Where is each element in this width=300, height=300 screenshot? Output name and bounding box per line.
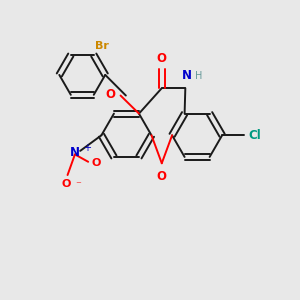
Text: Br: Br [95,40,109,51]
Text: N: N [70,146,80,159]
Text: O: O [157,170,167,183]
Text: +: + [83,143,91,153]
Text: O: O [105,88,115,100]
Text: O: O [92,158,101,168]
Text: ⁻: ⁻ [76,180,81,190]
Text: H: H [195,71,202,81]
Text: Cl: Cl [249,129,261,142]
Text: O: O [157,52,167,65]
Text: N: N [182,69,191,82]
Text: O: O [61,179,71,189]
